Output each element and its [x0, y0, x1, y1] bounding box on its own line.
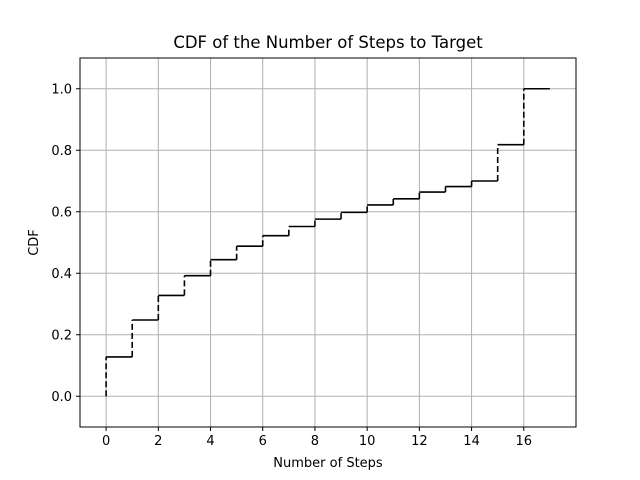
y-tick-label: 0.8 — [51, 144, 72, 159]
x-tick-label: 4 — [206, 434, 214, 449]
y-axis-label: CDF — [27, 229, 42, 256]
x-tick-label: 8 — [311, 434, 319, 449]
y-tick-label: 1.0 — [51, 82, 72, 97]
x-tick-label: 2 — [154, 434, 162, 449]
y-tick-label: 0.4 — [51, 267, 72, 282]
x-tick-label: 0 — [102, 434, 110, 449]
chart-title: CDF of the Number of Steps to Target — [173, 33, 483, 52]
y-tick-label: 0.2 — [51, 328, 72, 343]
x-tick-label: 10 — [359, 434, 376, 449]
x-tick-label: 16 — [516, 434, 533, 449]
x-tick-label: 14 — [463, 434, 480, 449]
y-tick-label: 0.6 — [51, 205, 72, 220]
data-layer — [105, 87, 550, 397]
x-tick-label: 12 — [411, 434, 428, 449]
x-tick-label: 6 — [259, 434, 267, 449]
x-axis-label: Number of Steps — [273, 456, 383, 471]
plot-frame — [79, 57, 577, 428]
grid — [80, 58, 576, 427]
y-tick-label: 0.0 — [51, 390, 72, 405]
ticks: 0 2 4 6 8 10 12 14 16 0.0 0.2 0.4 0.6 0.8 1.0 — [51, 82, 532, 449]
